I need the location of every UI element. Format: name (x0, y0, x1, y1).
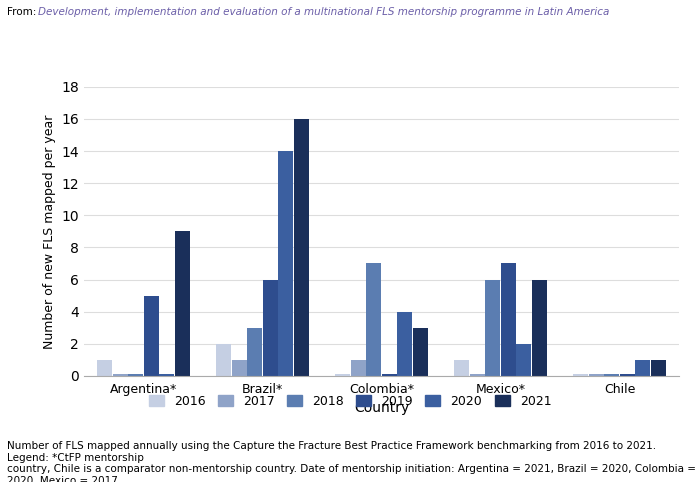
Bar (485, 280, 500, 376)
Bar (97, 360, 112, 376)
Text: Development, implementation and evaluation of a multinational FLS mentorship pro: Development, implementation and evaluati… (38, 7, 610, 17)
Bar (263, 280, 278, 376)
Bar (175, 231, 190, 376)
Bar (294, 119, 309, 376)
Bar (398, 312, 412, 376)
Bar (470, 374, 484, 376)
Bar (382, 374, 397, 376)
Bar (413, 328, 428, 376)
Y-axis label: Number of new FLS mapped per year: Number of new FLS mapped per year (43, 114, 56, 348)
Bar (335, 374, 350, 376)
Bar (501, 264, 516, 376)
Bar (160, 374, 174, 376)
Bar (144, 295, 159, 376)
Bar (573, 374, 588, 376)
Bar (532, 280, 547, 376)
Bar (113, 374, 127, 376)
Bar (651, 360, 666, 376)
Legend: 2016, 2017, 2018, 2019, 2020, 2021: 2016, 2017, 2018, 2019, 2020, 2021 (144, 390, 556, 413)
Bar (279, 151, 293, 376)
Bar (620, 374, 635, 376)
Bar (517, 344, 531, 376)
Bar (247, 328, 262, 376)
Bar (366, 264, 381, 376)
Bar (128, 374, 143, 376)
Text: From:: From: (7, 7, 40, 17)
Bar (232, 360, 246, 376)
Bar (604, 374, 619, 376)
Bar (589, 374, 603, 376)
X-axis label: Country: Country (354, 402, 409, 415)
Text: Number of FLS mapped annually using the Capture the Fracture Best Practice Frame: Number of FLS mapped annually using the … (7, 441, 696, 482)
Bar (636, 360, 650, 376)
Bar (351, 360, 365, 376)
Bar (216, 344, 231, 376)
Bar (454, 360, 469, 376)
